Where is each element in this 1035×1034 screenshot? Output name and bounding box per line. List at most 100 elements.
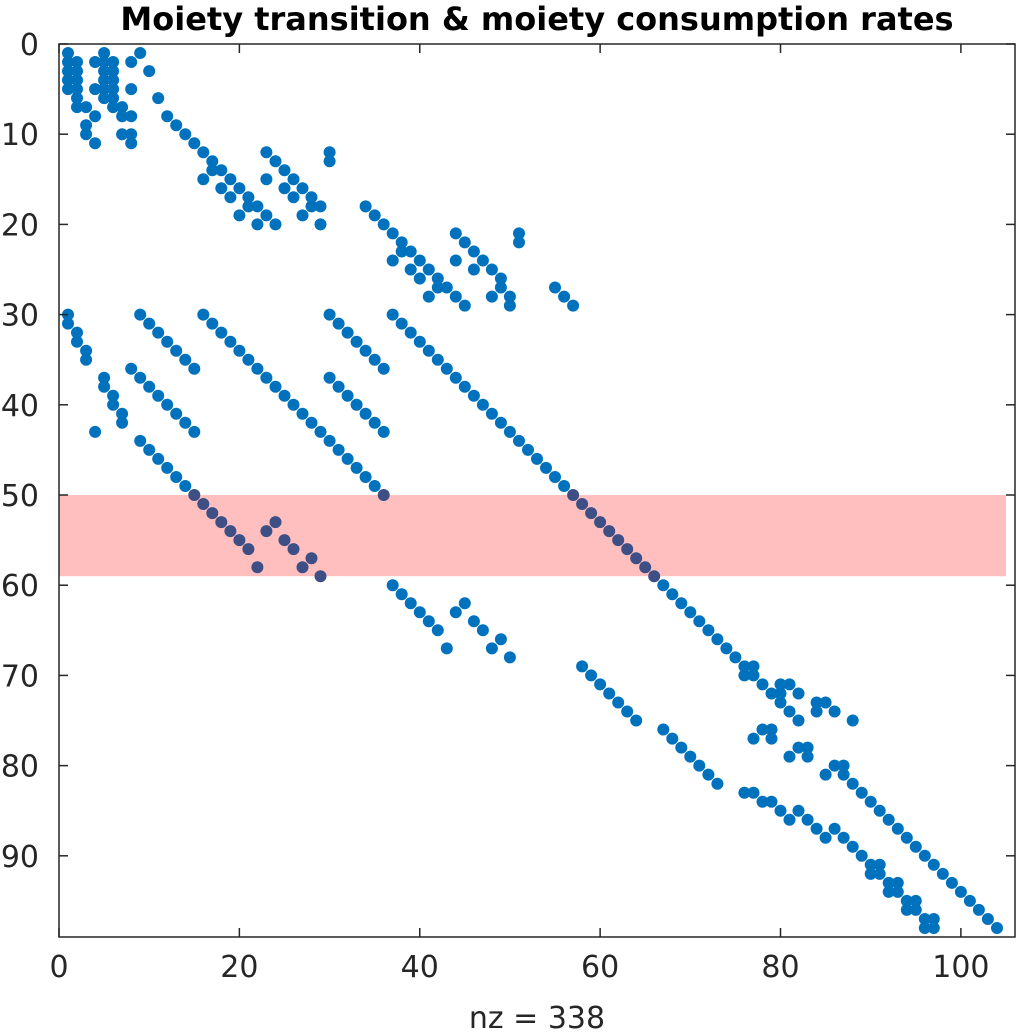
nonzero-marker: [972, 903, 985, 916]
nonzero-marker: [197, 498, 210, 510]
nonzero-marker: [792, 687, 805, 700]
nonzero-marker: [278, 182, 291, 195]
nonzero-marker: [675, 741, 688, 754]
nonzero-marker: [170, 344, 183, 357]
nonzero-marker: [567, 299, 580, 312]
nonzero-marker: [98, 371, 111, 384]
nonzero-marker: [278, 534, 291, 547]
nonzero-marker: [251, 218, 264, 231]
nonzero-marker: [179, 128, 192, 141]
nonzero-marker: [449, 606, 462, 619]
nonzero-marker: [395, 588, 408, 601]
nonzero-marker: [765, 732, 778, 745]
nonzero-marker: [711, 777, 724, 790]
nonzero-marker: [233, 344, 246, 357]
nonzero-marker: [125, 110, 138, 123]
nonzero-marker: [62, 65, 74, 78]
nonzero-marker: [738, 786, 751, 799]
nonzero-marker: [368, 353, 381, 366]
nonzero-marker: [792, 804, 805, 817]
nonzero-marker: [431, 353, 444, 366]
nonzero-marker: [80, 344, 93, 357]
nonzero-marker: [323, 308, 336, 321]
nonzero-marker: [404, 326, 417, 339]
nonzero-marker: [395, 317, 408, 330]
nonzero-marker: [242, 191, 255, 204]
nonzero-marker: [305, 191, 318, 204]
nonzero-marker: [494, 272, 507, 285]
nonzero-marker: [188, 489, 201, 501]
nonzero-marker: [260, 371, 273, 384]
nonzero-marker: [882, 876, 895, 889]
nonzero-marker: [621, 543, 634, 556]
nonzero-marker: [810, 705, 823, 718]
nonzero-marker: [630, 714, 643, 727]
nonzero-marker: [80, 119, 93, 132]
nonzero-marker: [188, 137, 201, 150]
nonzero-marker: [467, 615, 480, 628]
nonzero-marker: [152, 389, 165, 402]
nonzero-marker: [71, 326, 83, 339]
nonzero-marker: [594, 678, 607, 691]
chart-title: Moiety transition & moiety consumption r…: [120, 0, 953, 38]
nonzero-marker: [963, 894, 976, 907]
nonzero-marker: [657, 723, 670, 736]
nonzero-marker: [440, 362, 453, 375]
nonzero-marker: [476, 624, 489, 637]
nonzero-marker: [431, 281, 444, 294]
nonzero-marker: [98, 74, 111, 87]
nonzero-marker: [873, 867, 886, 880]
nonzero-marker: [89, 110, 102, 123]
nonzero-marker: [945, 876, 958, 889]
nonzero-marker: [404, 263, 417, 276]
x-tick-label: 100: [932, 950, 989, 985]
x-tick-label: 60: [581, 950, 619, 985]
nonzero-marker: [666, 732, 679, 745]
nonzero-marker: [540, 461, 552, 474]
nonzero-marker: [278, 389, 291, 402]
nonzero-marker: [116, 407, 129, 420]
nonzero-marker: [819, 831, 832, 844]
nonzero-marker: [71, 74, 83, 87]
nonzero-marker: [522, 443, 534, 456]
nonzero-marker: [368, 209, 381, 222]
nonzero-marker: [413, 606, 426, 619]
nonzero-marker: [909, 894, 922, 907]
nonzero-marker: [810, 696, 823, 709]
nonzero-marker: [711, 633, 724, 646]
nonzero-marker: [873, 858, 886, 871]
nonzero-marker: [71, 83, 83, 96]
nonzero-marker: [215, 164, 228, 177]
nonzero-marker: [269, 380, 282, 393]
nonzero-marker: [801, 750, 814, 763]
nonzero-marker: [323, 434, 336, 447]
nonzero-marker: [359, 344, 372, 357]
nonzero-marker: [431, 624, 444, 637]
nonzero-marker: [197, 146, 210, 159]
nonzero-marker: [269, 218, 282, 231]
nonzero-marker: [873, 804, 886, 817]
nonzero-marker: [62, 47, 74, 59]
nonzero-marker: [792, 714, 805, 727]
nonzero-marker: [116, 128, 129, 141]
nonzero-marker: [80, 128, 93, 141]
nonzero-marker: [747, 660, 760, 673]
nonzero-marker: [296, 209, 309, 222]
nonzero-marker: [449, 254, 462, 267]
nonzero-marker: [71, 65, 83, 78]
nonzero-marker: [179, 480, 192, 492]
nonzero-marker: [494, 633, 507, 646]
nonzero-marker: [603, 525, 616, 538]
nonzero-marker: [404, 245, 417, 258]
nonzero-marker: [314, 218, 327, 231]
nonzero-marker: [62, 83, 74, 96]
nonzero-marker: [485, 263, 498, 276]
nonzero-marker: [864, 858, 877, 871]
nonzero-marker: [422, 263, 435, 276]
nonzero-marker: [819, 696, 832, 709]
nonzero-marker: [107, 65, 120, 78]
nonzero-marker: [846, 777, 859, 790]
y-tick-label: 40: [1, 389, 39, 424]
nonzero-marker: [621, 705, 634, 718]
